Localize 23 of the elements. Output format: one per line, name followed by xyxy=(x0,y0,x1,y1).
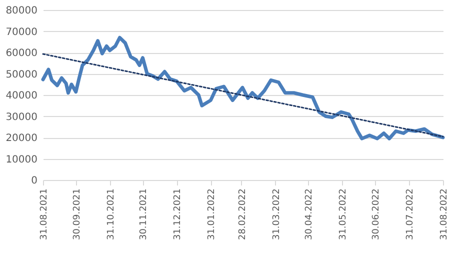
x-tick-label: 30.11.2021 xyxy=(139,188,150,240)
x-tick-label: 30.06.2022 xyxy=(372,188,382,240)
x-tick-label: 30.09.2021 xyxy=(72,188,82,240)
line-series xyxy=(41,36,445,140)
x-tick-label: 31.03.2022 xyxy=(272,188,282,240)
x-tick-label: 31.08.2021 xyxy=(40,188,50,240)
x-tick-label: 28.02.2022 xyxy=(238,188,248,240)
y-tick-label: 30000 xyxy=(6,112,38,123)
y-tick-label: 40000 xyxy=(6,90,38,102)
x-tick-label: 30.04.2022 xyxy=(304,188,315,240)
x-tick-label: 31.08.2022 xyxy=(440,188,450,240)
x-tick-label: 31.05.2022 xyxy=(338,188,349,240)
x-tick-label: 31.12.2021 xyxy=(173,188,184,240)
y-tick-label: 0 xyxy=(31,176,38,186)
x-tick-label: 31.10.2021 xyxy=(106,188,116,240)
y-tick-label: 60000 xyxy=(6,48,38,59)
y-tick-label: 10000 xyxy=(6,154,38,166)
y-tick-label: 80000 xyxy=(6,6,38,16)
x-tick-label: 31.01.2022 xyxy=(207,188,218,240)
y-tick-label: 50000 xyxy=(6,69,38,80)
x-tick-label: 31.07.2022 xyxy=(406,188,416,240)
y-tick-label: 70000 xyxy=(6,26,38,38)
y-tick-label: 20000 xyxy=(6,133,38,144)
